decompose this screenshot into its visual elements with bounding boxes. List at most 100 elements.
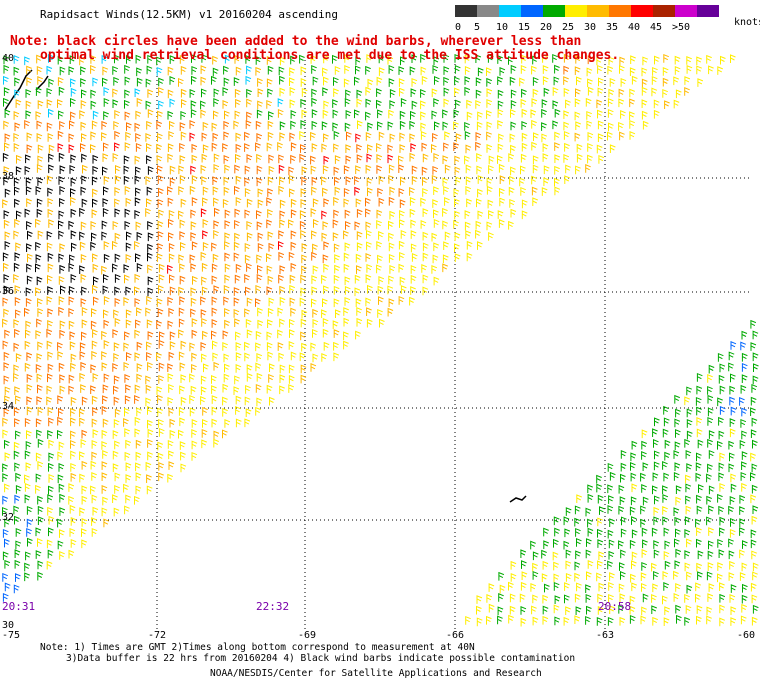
wind-barb (279, 374, 286, 383)
wind-barb (455, 99, 461, 109)
wind-barb (321, 353, 327, 362)
wind-barb (244, 131, 250, 141)
wind-barb (444, 164, 451, 174)
wind-barb (135, 54, 142, 64)
wind-barb (156, 253, 163, 262)
wind-barb (235, 418, 242, 428)
wind-barb (178, 318, 185, 328)
wind-barb (268, 111, 274, 120)
wind-barb (235, 331, 241, 341)
wind-barb (36, 276, 43, 286)
wind-barb (355, 56, 362, 66)
wind-barb (246, 65, 252, 75)
wind-barb (521, 560, 527, 569)
wind-barb (181, 99, 187, 108)
wind-barb (92, 506, 99, 516)
wind-barb (585, 615, 591, 625)
wind-barb (300, 198, 307, 208)
wind-barb (147, 109, 154, 118)
wind-barb (387, 307, 394, 317)
wind-barb (553, 561, 559, 571)
wind-barb (224, 54, 231, 64)
wind-barb (464, 131, 471, 140)
wind-barb (366, 54, 373, 63)
wind-barb (400, 98, 407, 107)
wind-barb (465, 230, 471, 239)
wind-barb (169, 177, 176, 187)
wind-barb (618, 540, 624, 549)
wind-barb (706, 571, 713, 581)
wind-barb (91, 209, 98, 218)
wind-barb (674, 55, 681, 65)
wind-barb (422, 176, 428, 186)
wind-barb (246, 220, 253, 230)
wind-barb (234, 55, 241, 64)
wind-barb (267, 120, 274, 130)
wind-barb (532, 197, 538, 206)
wind-barb (113, 375, 120, 385)
wind-barb (267, 188, 273, 197)
wind-barb (70, 230, 77, 239)
wind-barb (103, 274, 109, 283)
wind-barb (189, 394, 195, 404)
wind-barb (476, 198, 482, 208)
wind-barb (3, 75, 9, 85)
wind-barb (25, 551, 31, 561)
wind-barb (739, 494, 746, 504)
wind-barb (235, 153, 241, 163)
wind-barb (3, 210, 10, 219)
wind-barb (124, 331, 130, 341)
wind-barb (300, 98, 307, 108)
wind-barb (124, 220, 131, 230)
wind-barb (442, 109, 448, 119)
wind-barb (191, 440, 198, 450)
wind-barb (136, 263, 143, 272)
wind-barb (542, 153, 549, 162)
wind-barb (575, 88, 581, 97)
coastline (4, 69, 527, 503)
wind-barb (642, 462, 649, 471)
wind-barb (79, 110, 85, 119)
wind-barb (333, 88, 339, 97)
wind-barb (686, 386, 692, 396)
wind-barb (156, 352, 162, 362)
wind-barb (70, 396, 77, 406)
wind-barb (224, 363, 230, 373)
wind-barb (102, 77, 108, 87)
wind-barb (69, 120, 75, 130)
wind-barb (607, 484, 613, 494)
wind-barb (717, 562, 723, 571)
wind-barb (376, 88, 382, 97)
wind-barb (641, 549, 648, 558)
wind-barb (213, 163, 220, 173)
wind-barb (90, 55, 97, 64)
wind-barb (59, 198, 65, 207)
wind-barb (4, 518, 10, 528)
footer-credit: NOAA/NESDIS/Center for Satellite Applica… (210, 668, 542, 679)
wind-barb (751, 515, 758, 525)
wind-barb (81, 133, 87, 142)
wind-barb (730, 406, 737, 416)
wind-barb (741, 603, 747, 613)
wind-barb (233, 120, 240, 130)
wind-barb (641, 451, 647, 460)
wind-barb (510, 166, 516, 176)
wind-barb (675, 408, 681, 418)
wind-barb (596, 99, 603, 109)
wind-barb (201, 153, 208, 163)
wind-barb (59, 551, 65, 560)
wind-barb (211, 319, 218, 328)
wind-barb (200, 386, 207, 395)
wind-barb (46, 242, 53, 252)
wind-barb (312, 243, 318, 253)
wind-barb (201, 88, 207, 98)
wind-barb (664, 451, 670, 461)
wind-barb (92, 284, 98, 294)
wind-barb (718, 374, 725, 384)
wind-barb (158, 418, 164, 428)
wind-barb (311, 298, 317, 308)
wind-barb (520, 64, 527, 74)
wind-barb (719, 452, 726, 462)
wind-barb (453, 142, 459, 151)
wind-barb (674, 418, 681, 428)
